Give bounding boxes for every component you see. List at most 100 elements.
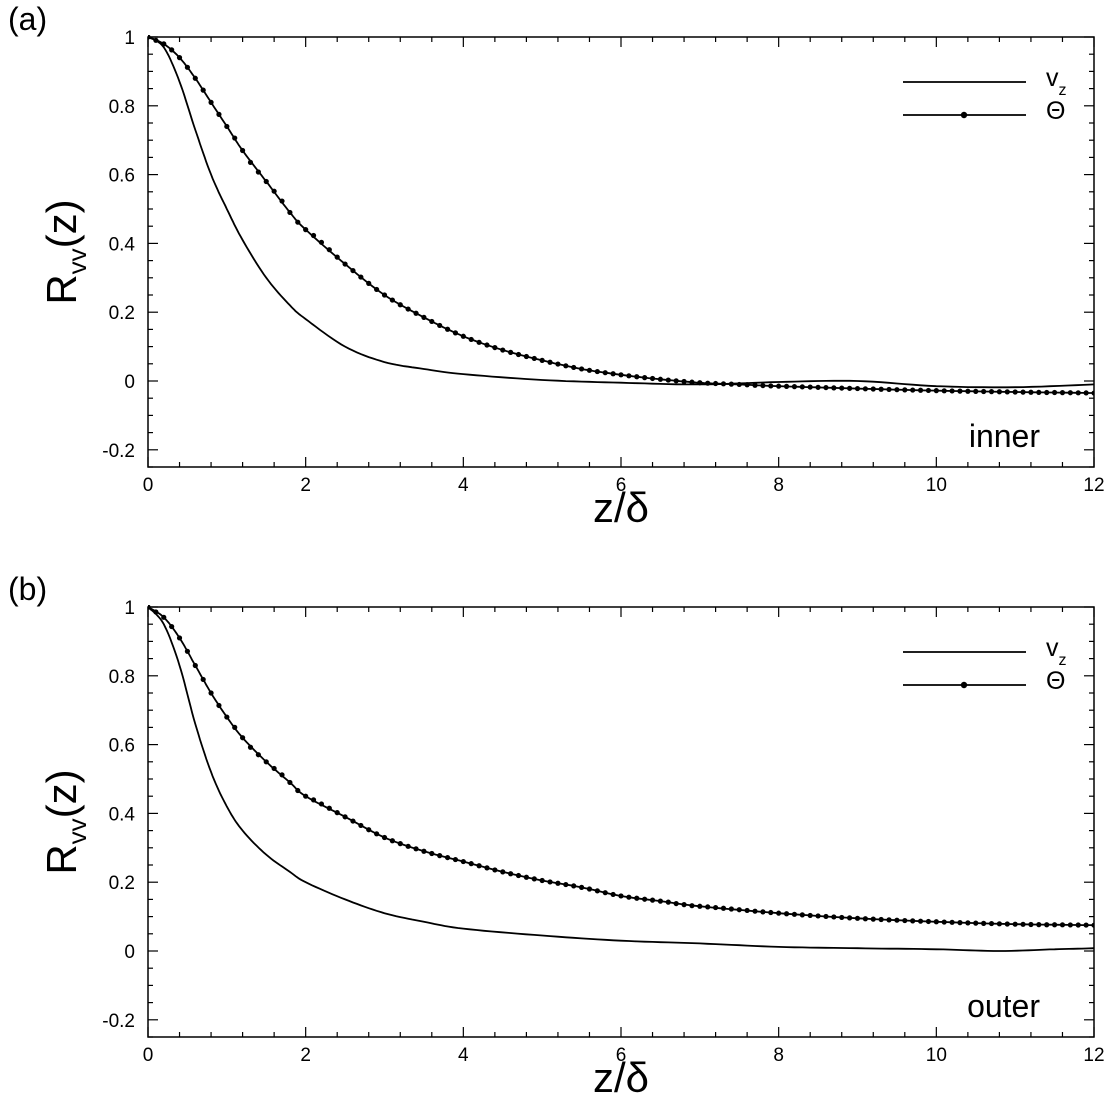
panel-annotation: outer (967, 988, 1040, 1024)
theta-marker (1059, 922, 1066, 928)
theta-marker (1004, 921, 1010, 927)
theta-marker (988, 920, 995, 927)
theta-marker (799, 912, 805, 918)
x-tick-label: 0 (143, 475, 154, 496)
theta-marker (681, 378, 687, 385)
theta-marker (594, 368, 600, 375)
legend-entry-theta: Θ (903, 667, 1065, 695)
theta-marker (1044, 389, 1050, 396)
theta-marker (271, 188, 277, 194)
y-tick-label: 0 (124, 372, 135, 393)
theta-marker (744, 907, 750, 914)
theta-marker (1075, 922, 1081, 928)
theta-marker (508, 349, 514, 355)
legend-label: Θ (1046, 667, 1065, 695)
theta-marker (484, 865, 490, 871)
x-tick-label: 10 (926, 1045, 947, 1066)
theta-marker (854, 915, 861, 921)
theta-marker (184, 64, 191, 70)
x-tick-label: 6 (616, 1045, 627, 1066)
series-theta (148, 35, 1094, 396)
y-axis-title-rest: (z) (38, 199, 85, 248)
theta-marker (389, 297, 395, 303)
theta-marker (334, 810, 340, 816)
theta-marker (910, 918, 916, 924)
theta-marker (153, 37, 159, 43)
y-axis-title-rest: (z) (38, 769, 85, 818)
theta-marker (1083, 390, 1089, 396)
theta-marker (807, 384, 813, 390)
theta-marker (1028, 389, 1034, 395)
theta-marker (697, 380, 703, 386)
theta-marker (421, 314, 427, 320)
theta-marker (240, 147, 246, 154)
theta-marker (571, 883, 577, 889)
series-theta (148, 605, 1094, 928)
theta-marker (973, 388, 979, 394)
theta-marker (736, 907, 742, 913)
theta-marker (255, 752, 261, 758)
theta-marker (1044, 922, 1050, 928)
theta-marker (854, 385, 861, 392)
theta-marker (350, 267, 356, 274)
theta-marker (776, 383, 782, 389)
theta-marker (444, 854, 451, 861)
theta-marker (184, 648, 191, 654)
theta-marker (586, 367, 593, 373)
theta-marker (752, 382, 758, 388)
theta-marker (208, 99, 214, 105)
theta-marker (823, 384, 829, 391)
x-tick-label: 12 (1083, 1045, 1104, 1066)
theta-marker (374, 286, 380, 293)
theta-marker (303, 793, 309, 799)
theta-marker (1051, 389, 1058, 396)
theta-marker (689, 379, 695, 385)
theta-marker (263, 178, 269, 185)
theta-marker (649, 897, 656, 903)
theta-marker (870, 916, 876, 922)
theta-marker (831, 914, 837, 920)
theta-marker (673, 378, 679, 384)
theta-marker (1012, 389, 1018, 395)
legend-label-main: v (1046, 64, 1059, 92)
theta-marker (310, 797, 317, 803)
theta-marker (886, 917, 892, 923)
theta-marker (965, 388, 971, 394)
plot-frame (147, 606, 1095, 1038)
theta-marker (255, 169, 261, 175)
theta-marker (1067, 390, 1073, 396)
theta-marker (610, 891, 616, 898)
theta-marker (894, 387, 900, 393)
theta-marker (728, 906, 734, 912)
theta-marker (208, 690, 214, 696)
theta-marker (358, 822, 364, 829)
theta-marker (1036, 389, 1042, 395)
theta-marker (815, 913, 821, 919)
theta-marker (468, 336, 474, 343)
theta-marker (539, 877, 545, 884)
theta-marker (618, 893, 624, 899)
theta-marker (421, 848, 427, 854)
theta-marker (634, 895, 640, 901)
x-tick-label: 8 (773, 1045, 784, 1066)
theta-marker (957, 920, 963, 926)
theta-marker (287, 779, 293, 786)
theta-marker (476, 863, 482, 869)
theta-marker (870, 386, 876, 392)
theta-marker (247, 159, 254, 166)
theta-marker (350, 818, 356, 824)
legend-label: vz (1046, 634, 1067, 669)
theta-marker (768, 383, 774, 389)
y-axis-title-sub: vv (62, 818, 92, 844)
theta-marker (169, 47, 175, 53)
x-tick-label: 2 (300, 475, 311, 496)
theta-marker (547, 879, 553, 885)
legend-label: vz (1046, 64, 1067, 99)
theta-marker (1091, 922, 1094, 928)
theta-marker (626, 373, 632, 379)
theta-marker (720, 905, 727, 911)
theta-marker (657, 376, 664, 382)
theta-marker (736, 381, 742, 388)
theta-marker (508, 871, 514, 877)
